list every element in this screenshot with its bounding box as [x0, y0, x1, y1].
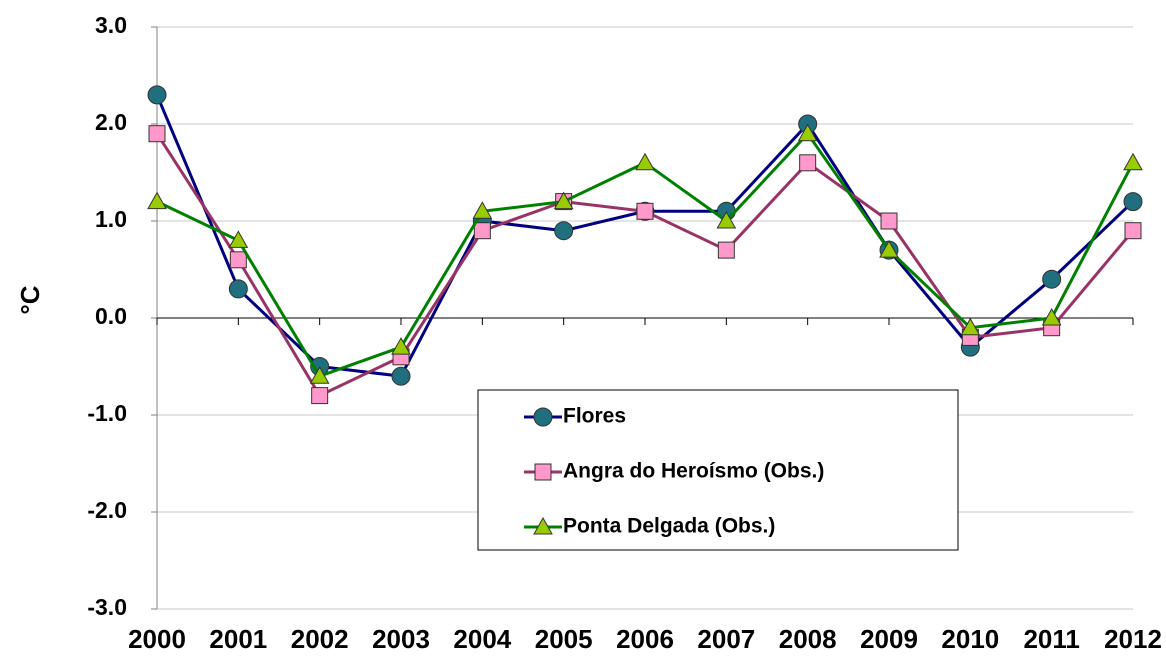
marker	[960, 317, 981, 336]
legend-label: Angra do Heroísmo (Obs.)	[563, 460, 824, 483]
marker	[797, 123, 818, 142]
marker	[148, 125, 166, 143]
y-tick-label: 1.0	[95, 206, 127, 232]
x-tick-label: 2004	[453, 624, 511, 654]
legend-label: Flores	[563, 405, 626, 428]
y-tick-label: 3.0	[95, 12, 127, 38]
x-tick-label: 2000	[128, 624, 186, 654]
marker	[554, 221, 574, 241]
marker	[147, 191, 167, 210]
legend-label: Ponta Delgada (Obs.)	[563, 515, 775, 538]
x-tick-label: 2009	[860, 624, 918, 654]
x-tick-label: 2007	[697, 624, 755, 654]
marker	[228, 230, 249, 248]
marker	[553, 191, 574, 210]
marker	[534, 463, 552, 481]
legend: Flores Angra do Heroísmo (Obs.) Ponta Delg…	[477, 389, 959, 551]
marker	[391, 366, 411, 386]
marker	[228, 279, 248, 299]
y-tick-label: -1.0	[87, 400, 127, 426]
y-axis-label: °C	[15, 285, 45, 314]
marker	[880, 212, 898, 230]
x-tick-label: 2001	[209, 624, 267, 654]
marker	[533, 516, 553, 535]
marker	[391, 337, 411, 355]
marker	[229, 251, 247, 269]
x-tick-label: 2005	[535, 624, 593, 654]
y-tick-label: 0.0	[95, 303, 127, 329]
marker	[1041, 307, 1062, 326]
marker	[1123, 152, 1143, 171]
marker	[636, 202, 654, 220]
x-tick-label: 2008	[779, 624, 837, 654]
marker	[1042, 269, 1062, 289]
x-tick-label: 2003	[372, 624, 430, 654]
marker	[1124, 222, 1142, 240]
marker	[311, 387, 329, 405]
x-tick-label: 2011	[1023, 624, 1079, 654]
y-tick-label: -2.0	[87, 497, 127, 523]
marker	[716, 210, 737, 229]
marker	[635, 152, 655, 171]
x-tick-label: 2010	[941, 624, 999, 654]
marker	[799, 154, 817, 172]
marker	[472, 201, 493, 219]
y-tick-label: 2.0	[95, 109, 127, 135]
marker	[473, 222, 491, 240]
y-tick-label: -3.0	[87, 594, 127, 620]
marker	[1123, 192, 1143, 212]
legend-box	[477, 389, 959, 551]
marker	[147, 85, 167, 105]
x-tick-label: 2002	[291, 624, 349, 654]
series-line	[155, 132, 1135, 398]
x-tick-label: 2012	[1104, 624, 1162, 654]
marker	[717, 241, 735, 259]
marker	[533, 407, 553, 427]
marker	[879, 240, 899, 258]
marker	[309, 366, 330, 384]
x-tick-label: 2006	[616, 624, 674, 654]
